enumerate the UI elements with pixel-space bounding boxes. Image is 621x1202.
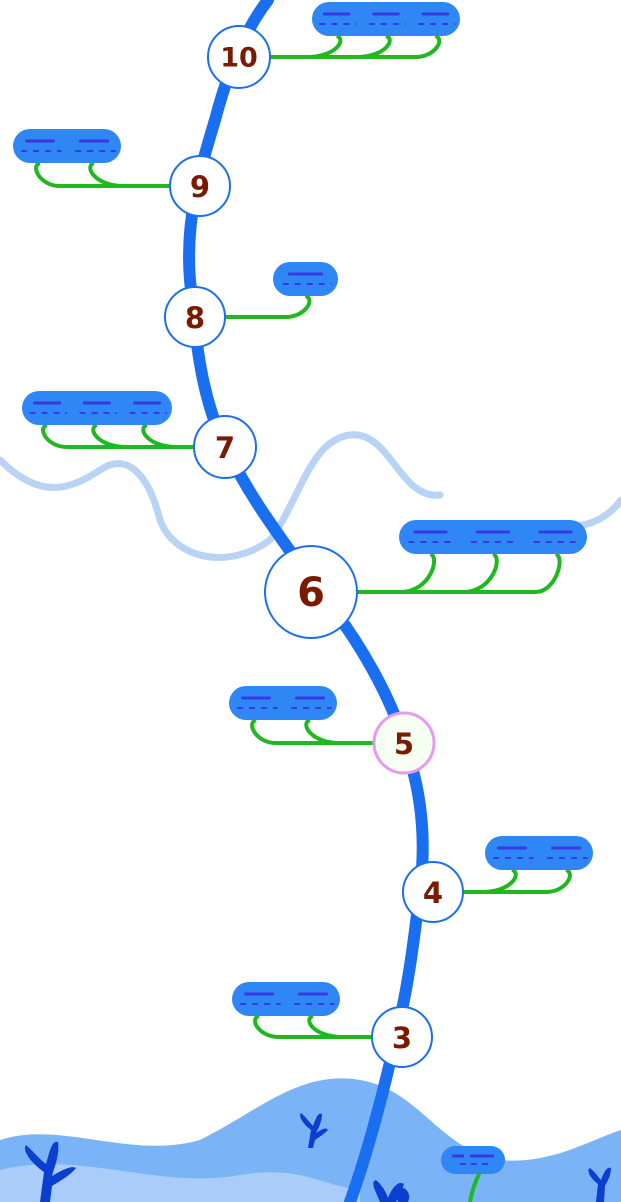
level-node-group: 3 — [232, 982, 433, 1068]
leaf-pad — [273, 262, 338, 296]
branch — [250, 718, 374, 745]
level-node-4[interactable]: 4 — [402, 861, 464, 923]
branch — [225, 294, 312, 319]
branch — [253, 1014, 372, 1039]
level-number: 7 — [215, 431, 235, 465]
level-node-8[interactable]: 8 — [164, 286, 226, 348]
branch — [34, 161, 170, 188]
level-node-group: 8 — [164, 262, 338, 348]
branch — [357, 552, 562, 594]
level-node-3[interactable]: 3 — [371, 1006, 433, 1068]
leaf-pad — [22, 391, 172, 425]
branch — [270, 34, 442, 59]
level-node-group: 7 — [22, 391, 257, 479]
level-node-group: 4 — [402, 836, 593, 923]
leaf-pad — [13, 129, 121, 163]
level-node-group: 6 — [264, 520, 587, 639]
branch — [463, 868, 572, 894]
hill-front — [0, 1164, 360, 1202]
level-number: 9 — [190, 170, 210, 204]
level-node-7[interactable]: 7 — [193, 415, 257, 479]
leaf-pad — [485, 836, 593, 870]
level-node-6[interactable]: 6 — [264, 545, 358, 639]
level-node-10[interactable]: 10 — [207, 25, 271, 89]
level-number: 4 — [423, 876, 443, 910]
plant-icon — [588, 1167, 611, 1202]
branch — [41, 423, 194, 449]
level-node-group: 9 — [13, 129, 231, 217]
leaf-pad — [399, 520, 587, 554]
level-node-9[interactable]: 9 — [169, 155, 231, 217]
level-node-group: 5 — [229, 686, 436, 775]
plant-icon — [24, 1141, 76, 1202]
level-number: 5 — [394, 727, 414, 761]
level-number: 6 — [297, 570, 325, 616]
leaf-pad-small — [441, 1146, 505, 1202]
level-node-group: 10 — [207, 2, 460, 89]
leaf-pad — [229, 686, 337, 720]
level-number: 8 — [185, 301, 205, 335]
level-node-5[interactable]: 5 — [372, 711, 436, 775]
level-number: 10 — [220, 43, 258, 74]
plant-icon — [300, 1113, 328, 1148]
level-number: 3 — [392, 1021, 412, 1055]
leaf-pad — [312, 2, 460, 36]
leaf-pad — [232, 982, 340, 1016]
plant-icon — [373, 1180, 410, 1202]
